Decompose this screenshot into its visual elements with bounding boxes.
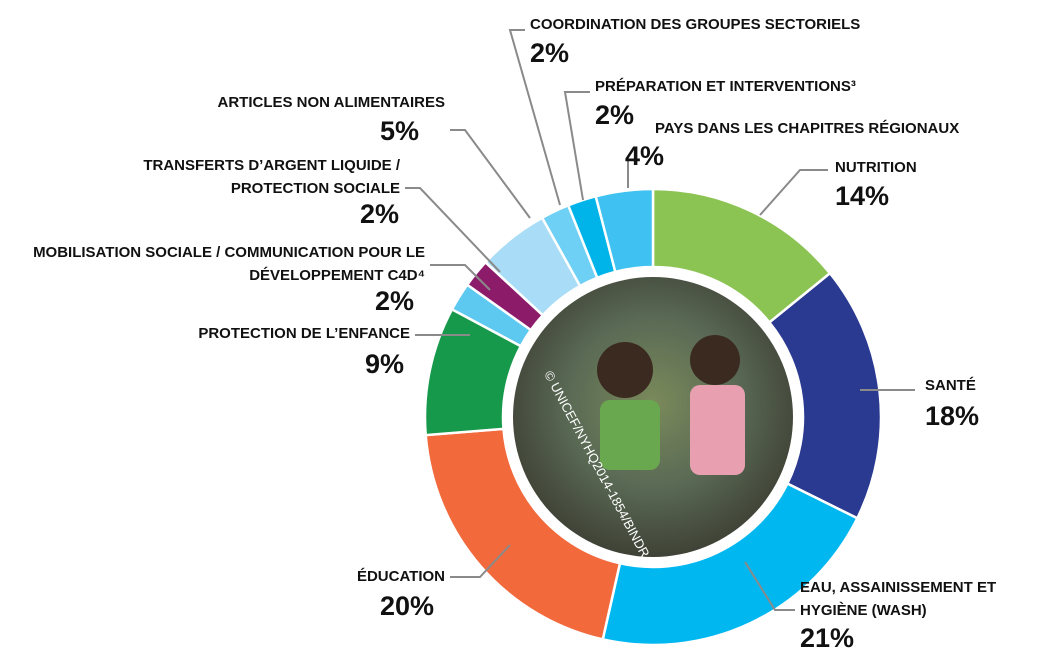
photo-figure [690, 335, 740, 385]
category-label: MOBILISATION SOCIALE / COMMUNICATION POU… [0, 241, 425, 287]
value-label: 2% [360, 200, 399, 228]
value-label: 2% [595, 101, 634, 129]
value-label: 21% [800, 624, 854, 651]
category-label: EAU, ASSAINISSEMENT ET HYGIÈNE (WASH) [800, 576, 1030, 622]
value-label: 14% [835, 182, 889, 210]
leader-line [760, 170, 828, 215]
category-label: TRANSFERTS D’ARGENT LIQUIDE / PROTECTION… [70, 154, 400, 200]
value-label: 2% [530, 39, 569, 67]
value-label: 2% [375, 287, 414, 315]
value-label: 9% [365, 350, 404, 378]
value-label: 20% [380, 592, 434, 620]
category-label: COORDINATION DES GROUPES SECTORIELS [530, 13, 950, 36]
value-label: 4% [625, 142, 664, 170]
value-label: 18% [925, 402, 979, 430]
category-label: ÉDUCATION [325, 565, 445, 588]
category-label: NUTRITION [835, 156, 955, 179]
leader-line [450, 130, 530, 218]
category-label: PRÉPARATION ET INTERVENTIONS³ [595, 75, 925, 98]
leader-line [565, 92, 590, 200]
category-label: ARTICLES NON ALIMENTAIRES [145, 91, 445, 114]
photo-figure [690, 385, 745, 475]
category-label: PROTECTION DE L’ENFANCE [130, 322, 410, 345]
photo-figure [600, 400, 660, 470]
category-label: SANTÉ [925, 374, 1005, 397]
value-label: 5% [380, 117, 419, 145]
photo-figure [597, 342, 653, 398]
category-label: PAYS DANS LES CHAPITRES RÉGIONAUX [655, 117, 1040, 140]
chart: © UNICEF/NYHQ2014-1854/BINDRA NUTRITION1… [0, 0, 1040, 651]
